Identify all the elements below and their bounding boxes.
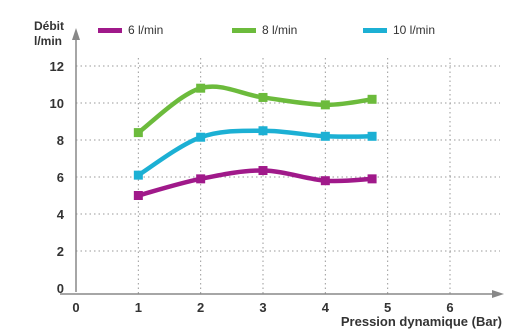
y-tick-label: 0	[57, 281, 64, 296]
y-tick-label: 12	[50, 59, 64, 74]
data-point	[320, 131, 330, 141]
x-axis-arrow	[492, 290, 504, 298]
y-tick-label: 6	[57, 170, 64, 185]
y-tick-label: 8	[57, 133, 64, 148]
x-tick-label: 5	[384, 300, 391, 315]
data-point	[320, 176, 330, 186]
legend-swatch	[232, 28, 256, 33]
data-point	[133, 170, 143, 180]
x-tick-label: 3	[259, 300, 266, 315]
data-point	[133, 191, 143, 200]
series-line	[136, 168, 375, 198]
data-point	[258, 166, 268, 176]
y-tick-label: 2	[57, 244, 64, 259]
legend-label: 6 l/min	[128, 23, 163, 37]
data-point	[258, 126, 268, 136]
data-point	[367, 94, 377, 104]
y-axis-arrow	[72, 28, 80, 40]
axes	[60, 28, 504, 298]
y-axis-label-line2: l/min	[34, 34, 62, 48]
data-point	[196, 132, 206, 142]
legend-swatch	[98, 28, 122, 33]
x-tick-label: 2	[197, 300, 204, 315]
x-tick-label: 1	[135, 300, 142, 315]
legend-label: 8 l/min	[262, 23, 297, 37]
legend-label: 10 l/min	[393, 23, 435, 37]
series	[133, 83, 377, 200]
data-point	[258, 92, 268, 102]
y-tick-label: 4	[57, 207, 65, 222]
x-tick-label: 6	[446, 300, 453, 315]
legend-swatch	[363, 28, 387, 33]
data-point	[320, 100, 330, 110]
data-point	[133, 128, 143, 138]
x-tick-label: 0	[72, 300, 79, 315]
x-axis-label: Pression dynamique (Bar)	[341, 314, 502, 329]
y-tick-label: 10	[50, 96, 64, 111]
legend: 6 l/min 8 l/min 10 l/min	[98, 23, 435, 37]
x-tick-label: 4	[322, 300, 330, 315]
data-point	[196, 174, 206, 184]
data-point	[367, 131, 377, 141]
data-point	[367, 174, 377, 184]
series-line	[136, 84, 375, 135]
data-point	[196, 83, 206, 93]
y-axis-label-line1: Débit	[34, 19, 64, 33]
